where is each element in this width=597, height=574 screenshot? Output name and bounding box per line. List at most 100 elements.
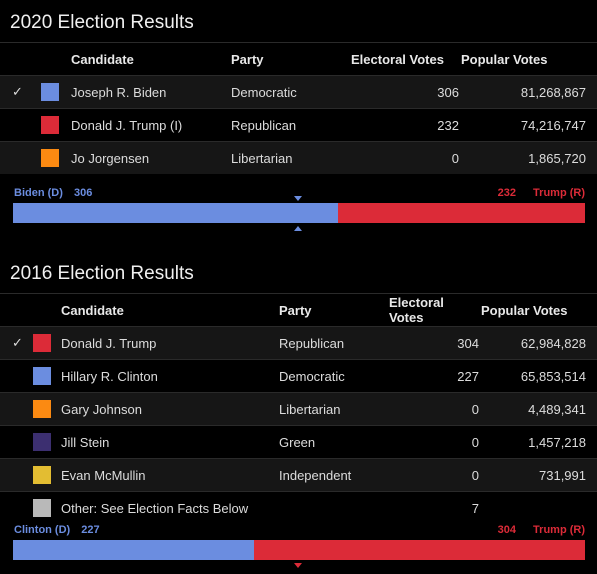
bar-label-right-2016: 304 Trump (R) xyxy=(498,524,585,536)
header-party[interactable]: Party xyxy=(230,42,350,76)
table-row[interactable]: Jill Stein Green 0 1,457,218 xyxy=(0,425,597,459)
candidate-name: Jill Stein xyxy=(60,425,278,459)
electoral-votes: 0 xyxy=(388,458,480,492)
party-name xyxy=(278,491,388,524)
electoral-votes: 306 xyxy=(350,75,460,109)
popular-votes: 74,216,747 xyxy=(460,108,597,142)
bar-segment-democratic xyxy=(13,540,255,560)
table-row[interactable]: Jo Jorgensen Libertarian 0 1,865,720 xyxy=(0,141,597,174)
popular-votes: 81,268,867 xyxy=(460,75,597,109)
winner-check-icon xyxy=(0,359,32,393)
electoral-votes: 304 xyxy=(388,326,480,360)
table-row[interactable]: Hillary R. Clinton Democratic 227 65,853,51… xyxy=(0,359,597,393)
party-name: Green xyxy=(278,425,388,459)
party-name: Democratic xyxy=(278,359,388,393)
electoral-votes: 227 xyxy=(388,359,480,393)
party-color-swatch-icon xyxy=(33,499,51,517)
header-popular-votes[interactable]: Popular Votes xyxy=(480,293,597,327)
party-color-swatch xyxy=(32,392,60,426)
right-electoral-votes: 304 xyxy=(497,524,516,536)
left-candidate-name: Biden (D) xyxy=(14,187,63,199)
bar-label-left-2016: Clinton (D) 227 xyxy=(14,524,100,536)
party-name: Libertarian xyxy=(278,392,388,426)
electoral-votes: 232 xyxy=(350,108,460,142)
table-row[interactable]: Other: See Election Facts Below 7 xyxy=(0,491,597,524)
winner-check-icon xyxy=(0,458,32,492)
electoral-vote-bar-2020 xyxy=(13,203,585,223)
popular-votes: 62,984,828 xyxy=(480,326,597,360)
bar-segment-democratic xyxy=(13,203,339,223)
winner-check-icon xyxy=(0,108,40,142)
party-color-swatch xyxy=(32,326,60,360)
party-color-swatch xyxy=(40,108,70,142)
party-color-swatch-icon xyxy=(33,466,51,484)
table-row[interactable]: Evan McMullin Independent 0 731,991 xyxy=(0,458,597,492)
right-candidate-name: Trump (R) xyxy=(533,187,585,199)
popular-votes: 731,991 xyxy=(480,458,597,492)
header-party[interactable]: Party xyxy=(278,293,388,327)
party-color-swatch xyxy=(32,458,60,492)
candidate-name: Hillary R. Clinton xyxy=(60,359,278,393)
electoral-votes: 0 xyxy=(388,392,480,426)
majority-marker-bottom-2016 xyxy=(294,563,302,568)
header-candidate[interactable]: Candidate xyxy=(70,42,230,76)
popular-votes: 1,457,218 xyxy=(480,425,597,459)
party-color-swatch-icon xyxy=(41,116,59,134)
popular-votes: 1,865,720 xyxy=(460,141,597,174)
bar-label-left-2020: Biden (D) 306 xyxy=(14,187,92,199)
rows-2016: ✓ Donald J. Trump Republican 304 62,984,828 H… xyxy=(0,326,597,524)
electoral-vote-bar-2016 xyxy=(13,540,585,560)
party-color-swatch-icon xyxy=(41,149,59,167)
candidate-name: Gary Johnson xyxy=(60,392,278,426)
table-row[interactable]: Donald J. Trump (I) Republican 232 74,216,7… xyxy=(0,108,597,142)
table-row[interactable]: Gary Johnson Libertarian 0 4,489,341 xyxy=(0,392,597,426)
party-color-swatch-icon xyxy=(41,83,59,101)
winner-check-icon xyxy=(0,491,32,524)
party-color-swatch xyxy=(32,491,60,524)
right-candidate-name: Trump (R) xyxy=(533,524,585,536)
party-name: Independent xyxy=(278,458,388,492)
party-color-swatch xyxy=(40,141,70,174)
electoral-votes: 0 xyxy=(388,425,480,459)
left-candidate-name: Clinton (D) xyxy=(14,524,71,536)
table-row[interactable]: ✓ Joseph R. Biden Democratic 306 81,268,867 xyxy=(0,75,597,109)
winner-check-icon: ✓ xyxy=(0,326,32,360)
party-color-swatch-icon xyxy=(33,367,51,385)
header-electoral-votes[interactable]: Electoral Votes xyxy=(350,42,460,76)
table-header-row: Candidate Party Electoral Votes Popular … xyxy=(0,293,597,327)
party-color-swatch xyxy=(40,75,70,109)
candidate-name: Evan McMullin xyxy=(60,458,278,492)
popular-votes xyxy=(480,491,597,524)
section-title-2020: 2020 Election Results xyxy=(10,12,194,33)
party-color-swatch xyxy=(32,425,60,459)
candidate-name: Other: See Election Facts Below xyxy=(60,491,278,524)
winner-check-icon xyxy=(0,425,32,459)
table-header-row: Candidate Party Electoral Votes Popular … xyxy=(0,42,597,76)
header-candidate[interactable]: Candidate xyxy=(60,293,278,327)
results-table-2016: Candidate Party Electoral Votes Popular … xyxy=(0,293,597,524)
table-row[interactable]: ✓ Donald J. Trump Republican 304 62,984,828 xyxy=(0,326,597,360)
header-popular-votes[interactable]: Popular Votes xyxy=(460,42,597,76)
majority-marker-top-2020 xyxy=(294,196,302,201)
left-electoral-votes: 227 xyxy=(81,524,100,536)
party-name: Republican xyxy=(278,326,388,360)
electoral-votes: 7 xyxy=(388,491,480,524)
winner-check-icon: ✓ xyxy=(0,75,40,109)
party-color-swatch-icon xyxy=(33,433,51,451)
candidate-name: Jo Jorgensen xyxy=(70,141,230,174)
header-electoral-votes[interactable]: Electoral Votes xyxy=(388,293,480,327)
candidate-name: Donald J. Trump xyxy=(60,326,278,360)
majority-marker-bottom-2020 xyxy=(294,226,302,231)
party-name: Republican xyxy=(230,108,350,142)
winner-check-icon xyxy=(0,141,40,174)
party-color-swatch xyxy=(32,359,60,393)
candidate-name: Donald J. Trump (I) xyxy=(70,108,230,142)
rows-2020: ✓ Joseph R. Biden Democratic 306 81,268,867 D… xyxy=(0,75,597,174)
party-name: Democratic xyxy=(230,75,350,109)
candidate-name: Joseph R. Biden xyxy=(70,75,230,109)
popular-votes: 65,853,514 xyxy=(480,359,597,393)
party-name: Libertarian xyxy=(230,141,350,174)
bar-label-right-2020: 232 Trump (R) xyxy=(498,187,585,199)
right-electoral-votes: 232 xyxy=(497,187,516,199)
electoral-votes: 0 xyxy=(350,141,460,174)
